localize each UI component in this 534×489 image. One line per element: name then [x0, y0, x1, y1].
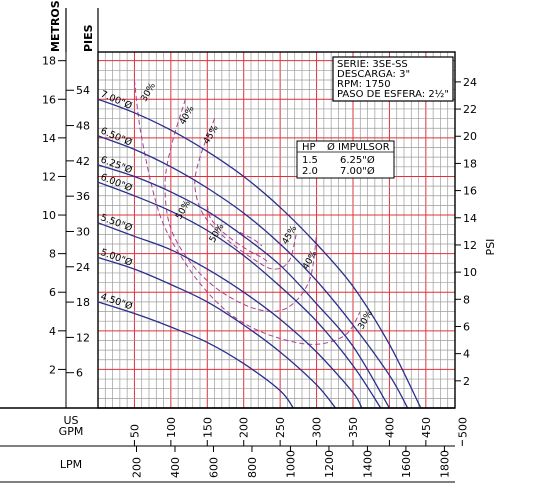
info-serie: SERIE: 3SE-SS [337, 59, 408, 70]
impeller-curve-label-6: 4.50"Ø [99, 291, 134, 312]
table-header-impulsor: Ø IMPULSOR [327, 141, 390, 153]
efficiency-label-2: 45% [202, 123, 221, 146]
metros-axis-title: METROS [49, 0, 62, 52]
impeller-curve-label-5: 5.00"Ø [99, 247, 134, 269]
impeller-curve-label-1: 6.50"Ø [99, 126, 134, 149]
efficiency-contour-50pct-3 [206, 205, 270, 264]
efficiency-label-5: 45% [281, 224, 300, 247]
efficiency-contour-40pct-1 [164, 99, 318, 312]
efficiency-contour-50pct-4 [232, 228, 263, 247]
gpm-tick-label: 200 [238, 417, 251, 438]
psi-tick-label: 18 [463, 157, 477, 170]
lpm-tick-label: 800 [246, 457, 259, 478]
pies-tick-label: 36 [76, 190, 90, 203]
gpm-axis-title-line2: GPM [59, 425, 84, 438]
info-descarga: DESCARGA: 3" [337, 69, 410, 80]
psi-tick-label: 24 [463, 76, 477, 89]
pies-tick-label: 18 [76, 296, 90, 309]
metros-tick-label: 6 [49, 286, 56, 299]
gpm-tick-label: 150 [201, 417, 214, 438]
metros-tick-label: 10 [42, 209, 56, 222]
impeller-curve-0 [97, 98, 422, 409]
metros-tick-label: 12 [42, 170, 56, 183]
psi-tick-label: 16 [463, 185, 477, 198]
pies-tick-label: 6 [76, 367, 83, 380]
pies-tick-label: 30 [76, 225, 90, 238]
efficiency-label-1: 40% [178, 104, 197, 127]
lpm-tick-label: 1600 [400, 450, 413, 478]
table-header-hp: HP [302, 142, 316, 153]
psi-tick-label: 4 [463, 348, 470, 361]
gpm-tick-label: 300 [311, 417, 324, 438]
metros-tick-label: 8 [49, 248, 56, 261]
psi-tick-label: 14 [463, 212, 477, 225]
axes: METROS PIES246810121416186121824303642485… [0, 0, 497, 483]
lpm-tick-label: 600 [207, 457, 220, 478]
gpm-tick-label: 50 [128, 424, 141, 438]
pies-tick-label: 42 [76, 155, 90, 168]
lpm-tick-label: 1800 [438, 450, 451, 478]
efficiency-contour-30pct-0 [133, 79, 361, 345]
table-row-1-impulsor: 6.25"Ø [340, 154, 375, 166]
lpm-tick-label: 200 [130, 457, 143, 478]
metros-tick-label: 4 [49, 325, 56, 338]
efficiency-contour-45pct-2 [194, 118, 297, 270]
chart-frame [97, 51, 456, 409]
lpm-axis-title: LPM [60, 458, 82, 471]
efficiency-label-0: 30% [139, 81, 158, 104]
psi-tick-label: 6 [463, 320, 470, 333]
plot-border [97, 51, 456, 409]
lpm-tick-label: 1400 [361, 450, 374, 478]
gpm-tick-label: 250 [274, 417, 287, 438]
impeller-curve-2 [97, 164, 390, 409]
info-box: SERIE: 3SE-SS DESCARGA: 3" RPM: 1750 PAS… [332, 56, 454, 102]
lpm-tick-label: 400 [169, 457, 182, 478]
psi-tick-label: 22 [463, 103, 477, 116]
metros-tick-label: 16 [42, 93, 56, 106]
efficiency-label-7: 30% [357, 309, 376, 332]
gpm-tick-label: 350 [347, 417, 360, 438]
efficiency-label-6: 40% [301, 249, 320, 272]
impeller-table-frame [296, 140, 395, 179]
grid [97, 52, 456, 409]
info-box-frame [332, 56, 454, 102]
pies-tick-label: 12 [76, 331, 90, 344]
impeller-curve-5 [97, 256, 337, 409]
psi-axis-title: PSI [484, 239, 497, 256]
impeller-curves [97, 98, 422, 409]
info-rpm: RPM: 1750 [337, 79, 391, 90]
impeller-curve-1 [97, 135, 409, 409]
impeller-curve-4 [97, 222, 363, 409]
gpm-tick-label: 450 [420, 417, 433, 438]
gpm-tick-label: 500 [456, 417, 469, 438]
metros-tick-label: 2 [49, 363, 56, 376]
psi-tick-label: 12 [463, 239, 477, 252]
impeller-curve-label-0: 7.00"Ø [99, 89, 134, 112]
efficiency-contours [133, 79, 361, 345]
metros-tick-label: 14 [42, 132, 56, 145]
gpm-axis-title-line1: US [63, 414, 78, 427]
pies-tick-label: 48 [76, 120, 90, 133]
impeller-curve-6 [97, 301, 294, 409]
table-row-1-hp: 1.5 [302, 155, 318, 166]
table-row-2-hp: 2.0 [302, 166, 318, 177]
lpm-tick-label: 1200 [323, 450, 336, 478]
info-paso: PASO DE ESFERA: 2½" [337, 88, 449, 100]
pies-tick-label: 54 [76, 84, 90, 97]
psi-tick-label: 2 [463, 375, 470, 388]
impeller-table: HP Ø IMPULSOR 1.5 6.25"Ø 2.0 7.00"Ø [296, 140, 395, 179]
pies-tick-label: 24 [76, 261, 90, 274]
pies-axis-title: PIES [82, 24, 95, 52]
metros-tick-label: 18 [42, 55, 56, 68]
lpm-tick-label: 1000 [284, 450, 297, 478]
gpm-tick-label: 400 [383, 417, 396, 438]
psi-tick-label: 20 [463, 130, 477, 143]
impeller-curve-3 [97, 181, 382, 409]
table-row-2-impulsor: 7.00"Ø [340, 165, 375, 177]
gpm-tick-label: 100 [165, 417, 178, 438]
psi-tick-label: 10 [463, 266, 477, 279]
psi-tick-label: 8 [463, 293, 470, 306]
